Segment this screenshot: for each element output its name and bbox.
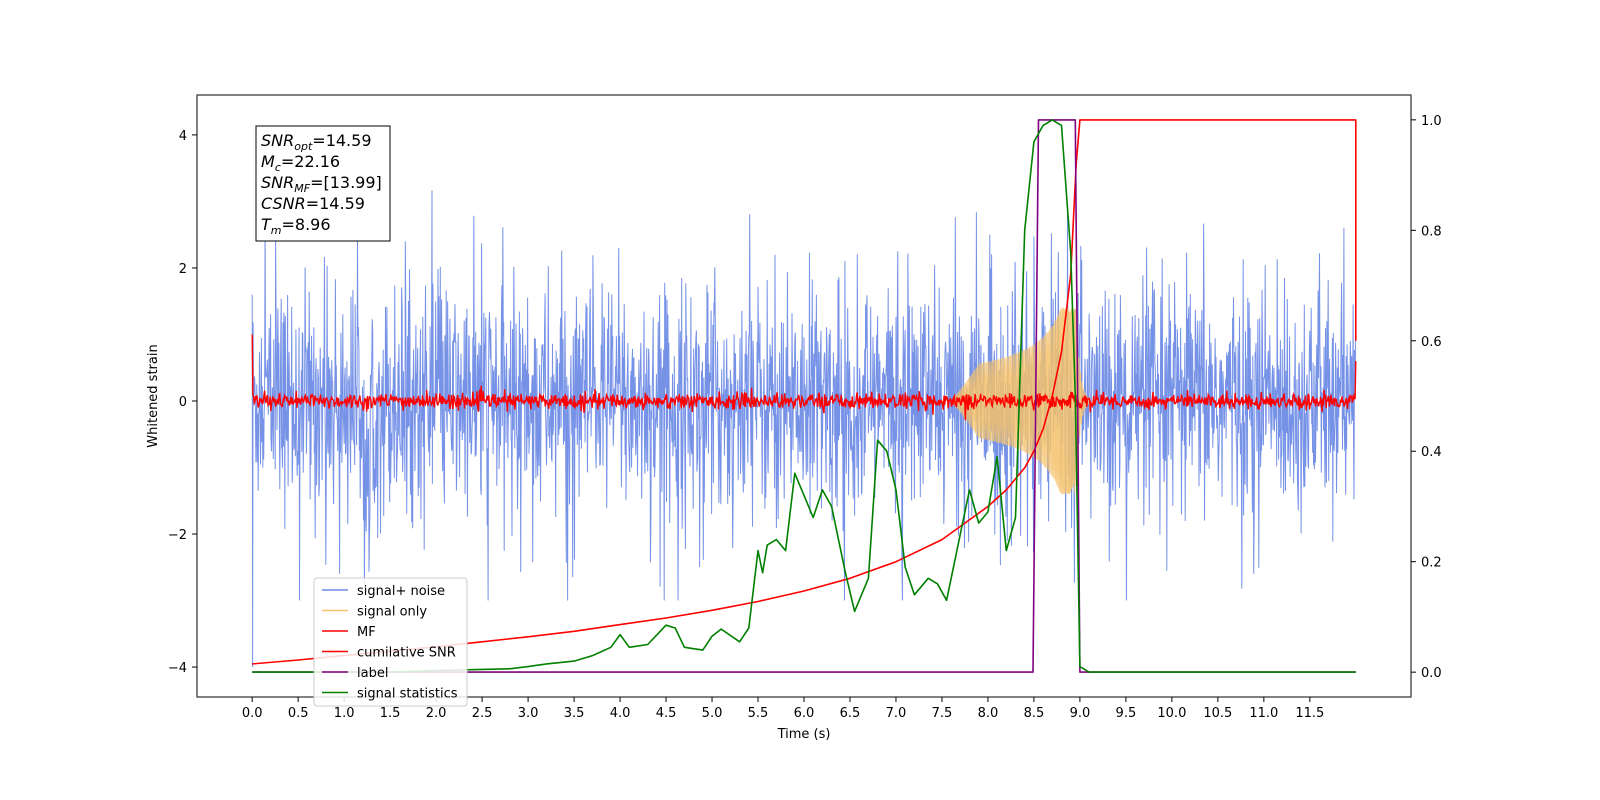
y2-tick-label: 1.0 xyxy=(1421,114,1442,129)
x-tick-label: 2.5 xyxy=(472,706,493,721)
x-tick-label: 5.0 xyxy=(702,706,723,721)
x-axis-label: Time (s) xyxy=(777,727,831,742)
series-signal-statistics xyxy=(252,119,1356,673)
x-tick-label: 4.0 xyxy=(610,706,631,721)
x-tick-label: 11.0 xyxy=(1249,706,1278,721)
x-tick-label: 1.0 xyxy=(334,706,355,721)
series-signal-only xyxy=(950,307,1090,495)
x-tick-label: 3.0 xyxy=(518,706,539,721)
x-tick-label: 0.0 xyxy=(242,706,263,721)
y2-tick-label: 0.0 xyxy=(1421,666,1442,681)
legend-entry: label xyxy=(357,666,388,681)
x-tick-label: 0.5 xyxy=(288,706,309,721)
x-tick-label: 11.5 xyxy=(1295,706,1324,721)
x-tick-label: 10.5 xyxy=(1203,706,1232,721)
x-tick-label: 5.5 xyxy=(748,706,769,721)
legend-entry: signal only xyxy=(357,605,427,620)
legend-entry: signal+ noise xyxy=(357,584,445,599)
x-tick-label: 7.0 xyxy=(886,706,907,721)
annotation-line: Tm=8.96 xyxy=(261,215,331,237)
y-tick-label: 0 xyxy=(179,395,187,410)
x-tick-label: 10.0 xyxy=(1157,706,1186,721)
y-tick-label: −4 xyxy=(168,661,187,676)
series-signal-noise xyxy=(251,128,1357,668)
x-tick-label: 6.5 xyxy=(840,706,861,721)
tick-layer: 0.0 0.5 1.0 1.5 2.0 2.5 3.0 3.5 4.0 4.5 5.0 5.5 6.0 6… xyxy=(168,114,1442,721)
series-mf xyxy=(251,334,1357,421)
x-tick-label: 8.5 xyxy=(1024,706,1045,721)
x-tick-label: 3.5 xyxy=(564,706,585,721)
legend-entry: MF xyxy=(357,625,376,640)
y-axis-label: Whitened strain xyxy=(146,344,161,447)
y2-tick-label: 0.2 xyxy=(1421,556,1442,571)
annotation-line: SNRopt=14.59 xyxy=(261,131,372,153)
legend: signal+ noise signal only MF cumilative SNR… xyxy=(313,577,468,707)
annotation-line: Mc=22.16 xyxy=(261,152,340,174)
annotation-line: CSNR=14.59 xyxy=(261,194,365,213)
x-tick-label: 7.5 xyxy=(932,706,953,721)
x-tick-label: 8.0 xyxy=(978,706,999,721)
y-tick-label: 2 xyxy=(179,262,187,277)
x-tick-label: 6.0 xyxy=(794,706,815,721)
legend-frame xyxy=(313,577,468,707)
y2-tick-label: 0.8 xyxy=(1421,224,1442,239)
x-tick-label: 2.0 xyxy=(426,706,447,721)
x-tick-label: 4.5 xyxy=(656,706,677,721)
y2-tick-label: 0.6 xyxy=(1421,335,1442,350)
annotation-box: SNRopt=14.59Mc=22.16SNRMF=[13.99]CSNR=14… xyxy=(255,125,391,242)
x-tick-label: 9.0 xyxy=(1070,706,1091,721)
x-tick-label: 9.5 xyxy=(1116,706,1137,721)
y2-tick-label: 0.4 xyxy=(1421,445,1442,460)
y-tick-label: −2 xyxy=(168,528,187,543)
annotation-line: SNRMF=[13.99] xyxy=(261,173,382,195)
annotation-frame xyxy=(255,125,391,242)
y-tick-label: 4 xyxy=(179,129,187,144)
x-tick-label: 1.5 xyxy=(380,706,401,721)
legend-entry: signal statistics xyxy=(357,687,458,702)
legend-entry: cumilative SNR xyxy=(357,646,456,661)
